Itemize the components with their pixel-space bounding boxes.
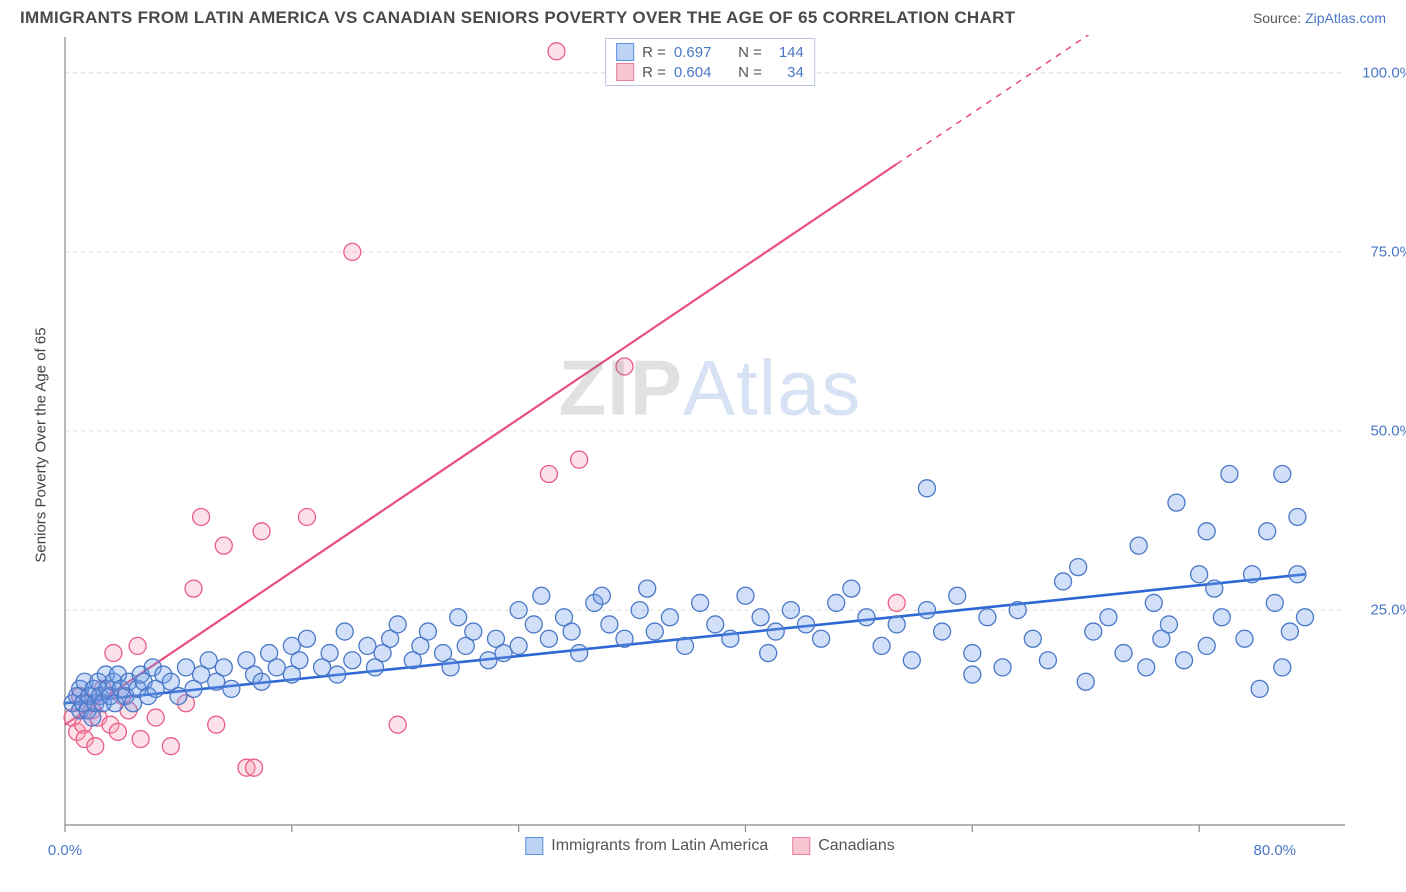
legend-swatch (616, 43, 634, 61)
legend-swatch (616, 63, 634, 81)
y-tick-label: 50.0% (1370, 423, 1406, 440)
correlation-legend-row: R = 0.697 N = 144 (616, 42, 804, 62)
scatter-plot (55, 35, 1365, 855)
series-legend-label: Canadians (818, 837, 895, 855)
source-attribution: Source: ZipAtlas.com (1253, 10, 1386, 26)
y-tick-label: 100.0% (1362, 64, 1406, 81)
source-link[interactable]: ZipAtlas.com (1305, 10, 1386, 26)
legend-r-value: 0.604 (674, 64, 726, 81)
legend-n-label: N = (734, 44, 762, 61)
correlation-legend: R = 0.697 N = 144 R = 0.604 N = 34 (605, 38, 815, 86)
correlation-legend-row: R = 0.604 N = 34 (616, 62, 804, 82)
legend-r-label: R = (642, 64, 666, 81)
chart-container: Seniors Poverty Over the Age of 65 ZIPAt… (55, 35, 1365, 855)
y-tick-label: 25.0% (1370, 602, 1406, 619)
header-row: IMMIGRANTS FROM LATIN AMERICA VS CANADIA… (0, 0, 1406, 32)
series-legend-item: Canadians (792, 837, 895, 855)
legend-n-value: 144 (770, 44, 804, 61)
legend-r-value: 0.697 (674, 44, 726, 61)
x-tick-label: 80.0% (1253, 842, 1296, 859)
x-tick-label: 0.0% (48, 842, 82, 859)
legend-r-label: R = (642, 44, 666, 61)
y-axis-label: Seniors Poverty Over the Age of 65 (33, 327, 50, 562)
series-legend-item: Immigrants from Latin America (525, 837, 768, 855)
y-tick-label: 75.0% (1370, 243, 1406, 260)
chart-title: IMMIGRANTS FROM LATIN AMERICA VS CANADIA… (20, 8, 1015, 28)
legend-n-label: N = (734, 64, 762, 81)
source-prefix: Source: (1253, 10, 1305, 26)
legend-n-value: 34 (770, 64, 804, 81)
series-legend-label: Immigrants from Latin America (551, 837, 768, 855)
legend-swatch (792, 837, 810, 855)
legend-swatch (525, 837, 543, 855)
series-legend: Immigrants from Latin America Canadians (519, 837, 900, 855)
